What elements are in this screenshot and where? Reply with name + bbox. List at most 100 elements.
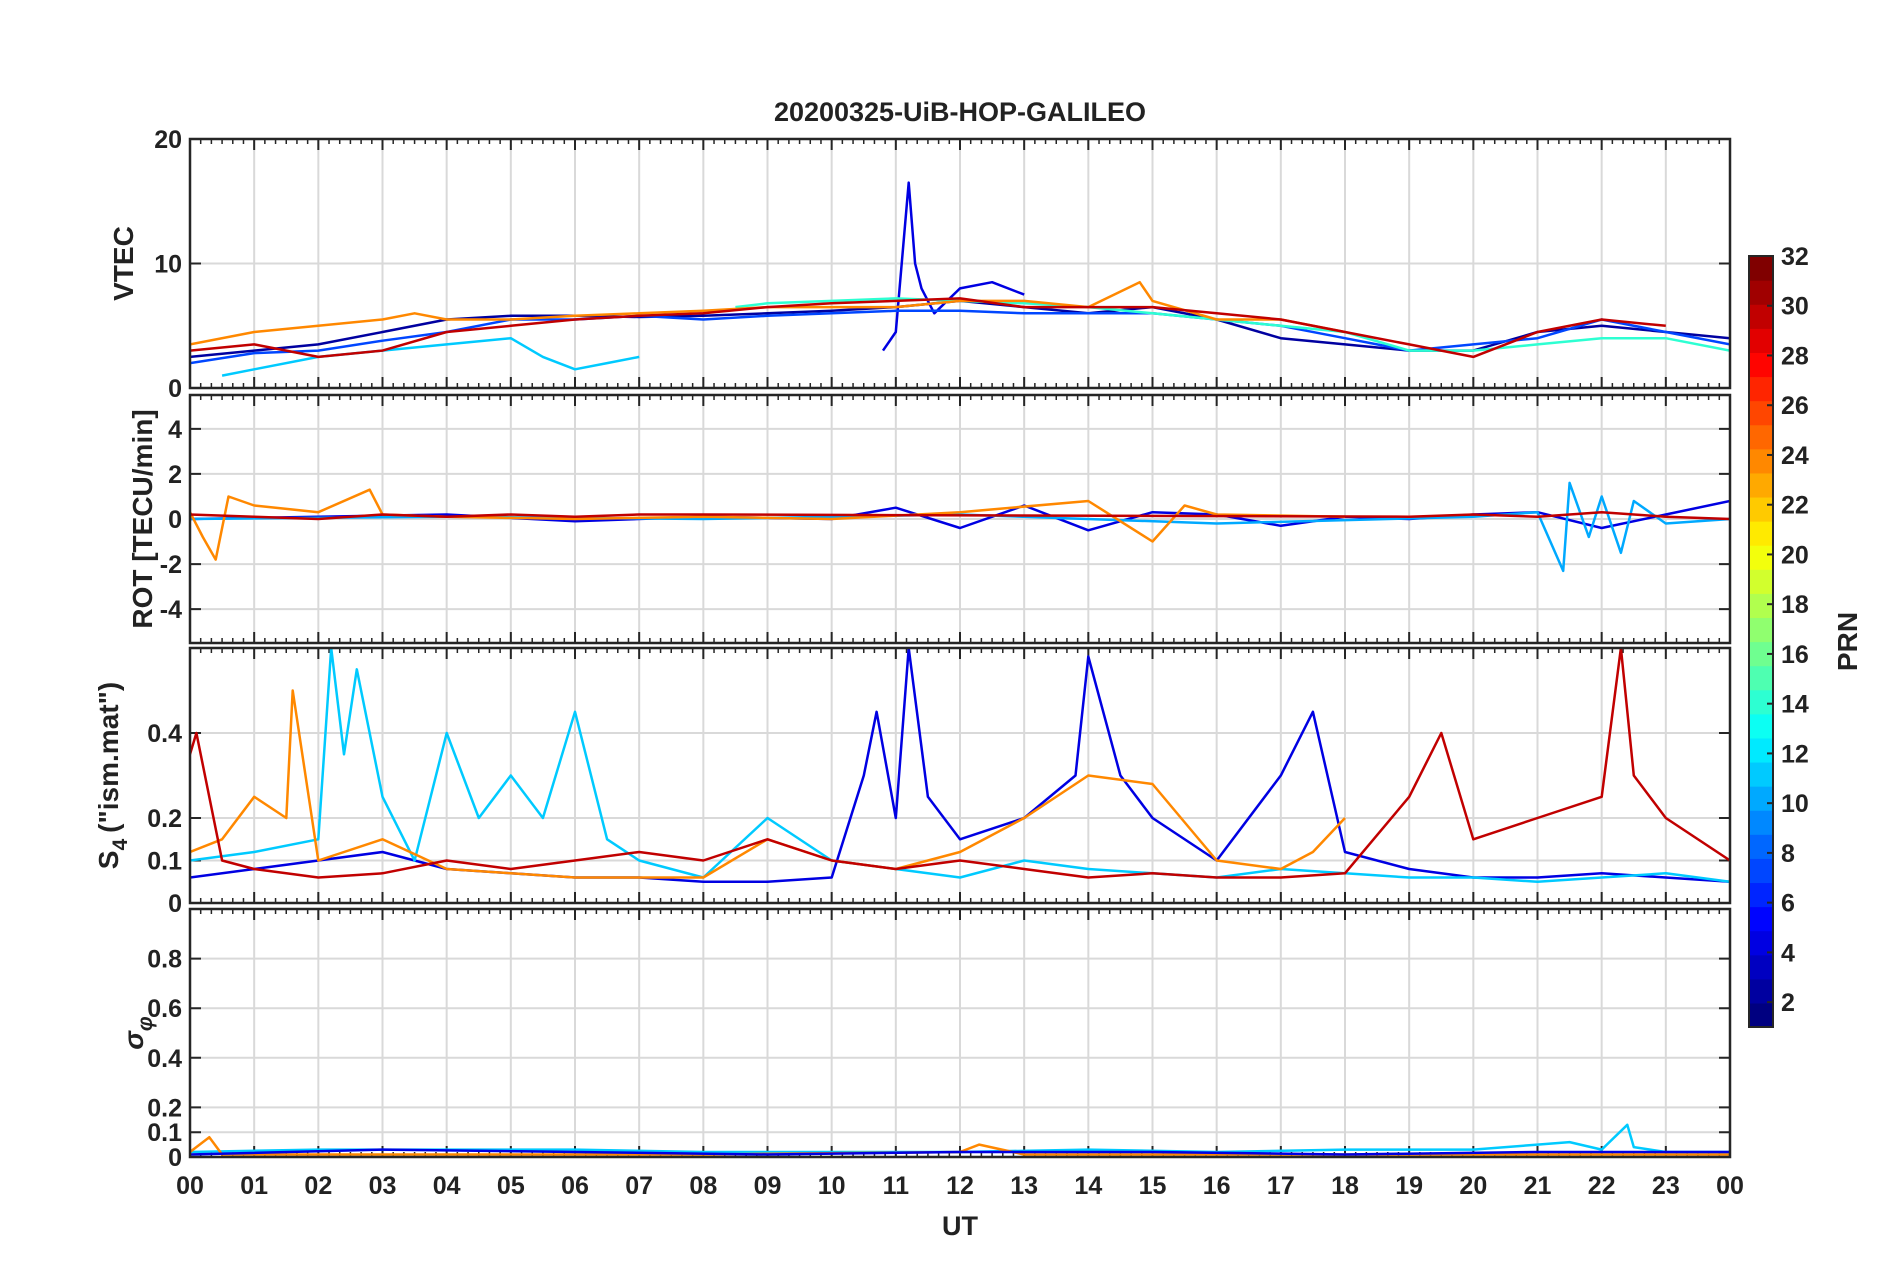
series-group [190, 481, 1730, 573]
y-tick-label: 0.1 [147, 1119, 182, 1147]
y-tick-label: 4 [168, 416, 182, 444]
x-tick-label: 20 [1459, 1172, 1487, 1200]
colorbar-cell [1749, 689, 1773, 715]
colorbar-tick-label: 8 [1781, 840, 1795, 868]
colorbar-tick-label: 14 [1781, 691, 1809, 719]
x-tick-label: 01 [240, 1172, 268, 1200]
x-tick-label: 18 [1331, 1172, 1359, 1200]
y-tick-label: 0.1 [147, 848, 182, 876]
x-tick-label: 13 [1010, 1172, 1038, 1200]
colorbar-tick-label: 16 [1781, 641, 1809, 669]
series-line-prn-4 [190, 1148, 1730, 1156]
colorbar-cell [1749, 858, 1773, 884]
colorbar-tick-label: 28 [1781, 342, 1809, 370]
y-tick-label: 0 [168, 890, 182, 918]
colorbar-tick-label: 26 [1781, 392, 1809, 420]
x-tick-label: 17 [1267, 1172, 1295, 1200]
series-line-prn-30 [190, 510, 1730, 521]
colorbar-tick-label: 30 [1781, 293, 1809, 321]
x-tick-label: 11 [883, 1172, 910, 1200]
x-tick-label: 02 [304, 1172, 332, 1200]
major-ticks [253, 139, 1667, 388]
colorbar-tick-label: 24 [1781, 442, 1809, 470]
colorbar-cell [1749, 521, 1773, 546]
x-tick-label: 23 [1652, 1172, 1680, 1200]
series-line-prn-11 [221, 336, 640, 377]
colorbar-cell [1749, 304, 1773, 329]
y-axis-label: S4("ism.mat") [93, 682, 132, 869]
y-tick-label: 2 [168, 461, 182, 489]
colorbar-cell [1749, 448, 1773, 474]
y-tick-label: 0.2 [147, 805, 182, 833]
colorbar-cell [1749, 569, 1773, 594]
minor-ticks [199, 648, 1721, 903]
colorbar-frame [1748, 255, 1774, 1028]
y-tick-label: 10 [154, 251, 182, 279]
x-tick-label: 09 [754, 1172, 782, 1200]
x-tick-label: 19 [1395, 1172, 1423, 1200]
colorbar-cell [1749, 256, 1773, 281]
y-tick-label: 0 [168, 375, 182, 403]
colorbar-tick-label: 10 [1781, 790, 1809, 818]
x-tick-label: 05 [497, 1172, 525, 1200]
y-tick-label: 0.6 [147, 995, 182, 1023]
panel-s4: 0 0.1 0.2 0.4 S4("ism.mat") [93, 646, 1732, 918]
colorbar-label: PRN [1832, 612, 1863, 671]
colorbar-tick-label: 6 [1781, 890, 1795, 918]
colorbar-cell [1749, 496, 1773, 522]
panel-sigma: 00.10.2 0.4 0.6 0.8 σφ [118, 907, 1732, 1172]
y-tick-label: 20 [154, 126, 182, 154]
series-group [190, 648, 1730, 884]
series-group [190, 181, 1730, 377]
y-tick-label: 0.4 [147, 1045, 182, 1073]
series-line-prn-11 [190, 1123, 1730, 1154]
colorbar-cell [1749, 737, 1773, 763]
y-axis-label: σφ [118, 1016, 157, 1050]
x-tick-labels: 00 01 02 03 04 05 06 07 08 09 10 11 12 13 14 15 16 17 18 19… [176, 1172, 1744, 1200]
colorbar-tick-label: 2 [1781, 989, 1795, 1017]
colorbar-cell [1749, 328, 1773, 353]
colorbar-tick-label: 22 [1781, 492, 1809, 520]
x-tick-label: 00 [176, 1172, 204, 1200]
y-axis-label: VTEC [108, 226, 139, 301]
axes-frame [188, 907, 1732, 1159]
colorbar-cell [1749, 1002, 1773, 1028]
colorbar-cell [1749, 424, 1773, 450]
colorbar-cell [1749, 978, 1773, 1004]
minor-ticks [199, 139, 1721, 388]
major-ticks [253, 648, 1667, 903]
major-ticks [253, 395, 1667, 643]
colorbar-cell [1749, 280, 1773, 305]
chart-title: 20200325-UiB-HOP-GALILEO [774, 97, 1146, 127]
series-line-prn-24 [190, 689, 1346, 879]
colorbar-cell [1749, 786, 1773, 811]
series-line-prn-4 [881, 181, 1025, 352]
y-tick-label: 0.8 [147, 946, 182, 974]
x-axis-label: UT [942, 1211, 978, 1241]
colorbar-tick-label: 12 [1781, 740, 1809, 768]
x-tick-label: 04 [433, 1172, 461, 1200]
colorbar-tick-label: 32 [1781, 243, 1809, 271]
colorbar-cell [1749, 545, 1773, 570]
x-tick-label: 00 [1716, 1172, 1744, 1200]
colorbar-cell [1749, 376, 1773, 402]
colorbar-cell [1749, 352, 1773, 378]
y-tick-label: 0 [168, 1144, 182, 1172]
series-group [190, 1123, 1730, 1156]
colorbar-cell [1749, 834, 1773, 859]
x-tick-label: 03 [369, 1172, 397, 1200]
x-tick-label: 21 [1524, 1172, 1552, 1200]
colorbar-cell [1749, 954, 1773, 980]
x-tick-label: 12 [946, 1172, 974, 1200]
x-tick-label: 15 [1139, 1172, 1167, 1200]
colorbar-tick-label: 20 [1781, 541, 1809, 569]
y-tick-label: 0 [168, 506, 182, 534]
x-tick-label: 06 [561, 1172, 589, 1200]
axes-frame [188, 393, 1732, 645]
axes-frame [188, 646, 1732, 905]
panel-vtec: 0 10 20 VTEC [108, 126, 1732, 403]
colorbar-cell [1749, 906, 1773, 932]
colorbar-cell [1749, 713, 1773, 739]
